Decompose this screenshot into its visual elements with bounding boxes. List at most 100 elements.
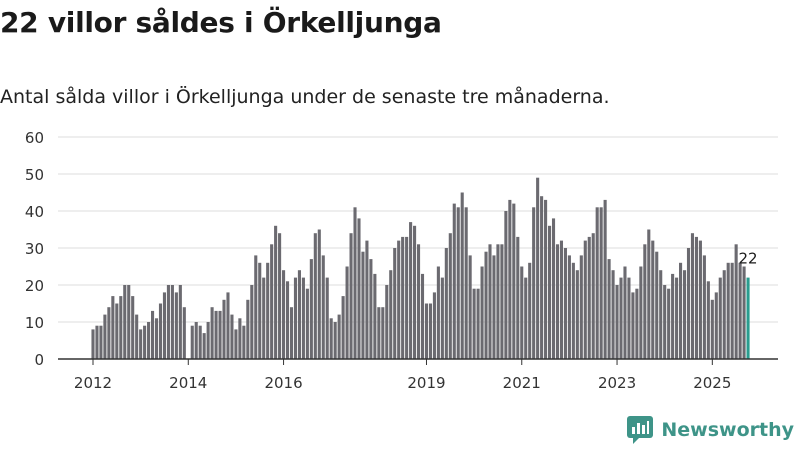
bar — [162, 292, 167, 359]
y-tick-label: 50 — [25, 166, 44, 184]
bar — [488, 244, 492, 359]
bar — [246, 299, 250, 359]
bar — [285, 281, 290, 359]
bar — [178, 285, 182, 359]
bar — [734, 244, 738, 359]
bar — [718, 277, 722, 359]
bar — [603, 199, 607, 359]
bar — [409, 222, 413, 359]
y-tick-label: 60 — [25, 129, 44, 147]
bar — [210, 307, 214, 359]
bar — [464, 207, 468, 359]
bar — [345, 266, 349, 359]
bar — [714, 292, 718, 359]
bar — [119, 296, 123, 359]
bar — [357, 218, 361, 359]
bar — [706, 281, 710, 359]
bar — [563, 248, 567, 359]
x-tick-label: 2016 — [264, 374, 302, 390]
bar — [174, 292, 178, 359]
bar — [111, 296, 115, 359]
bar — [325, 277, 329, 359]
bar — [337, 314, 341, 359]
bar — [234, 329, 238, 359]
bar — [95, 325, 99, 359]
x-tick-label: 2014 — [169, 374, 207, 390]
newsworthy-logo-text: Newsworthy — [661, 419, 794, 441]
chart-title: 22 villor såldes i Örkelljunga — [0, 6, 442, 39]
bar — [99, 325, 103, 359]
bar — [432, 292, 436, 359]
bar — [492, 255, 496, 359]
bar — [516, 236, 520, 359]
bar — [448, 233, 452, 359]
newsworthy-logo-icon — [627, 416, 654, 444]
bar — [254, 255, 258, 359]
bar — [321, 255, 325, 359]
newsworthy-logo: Newsworthy — [627, 416, 794, 444]
bar — [682, 270, 687, 359]
bar — [238, 318, 242, 359]
bar — [333, 322, 337, 359]
bar — [297, 270, 301, 359]
x-tick-label: 2025 — [693, 374, 731, 390]
y-tick-label: 40 — [25, 203, 44, 221]
bar — [512, 203, 516, 359]
bar — [702, 255, 706, 359]
bar — [496, 244, 500, 359]
bar — [214, 310, 218, 359]
bar — [309, 259, 313, 359]
bar — [341, 296, 345, 359]
bar — [115, 303, 119, 359]
bar — [393, 248, 397, 359]
bar — [571, 262, 575, 359]
bar — [540, 196, 544, 359]
bar — [313, 233, 317, 359]
bar — [413, 225, 417, 359]
bar — [143, 325, 147, 359]
bar — [710, 299, 714, 359]
bar — [544, 199, 548, 359]
y-tick-label: 0 — [34, 351, 44, 369]
bar — [218, 310, 222, 359]
bar — [655, 251, 659, 359]
bar — [627, 277, 631, 359]
bar — [659, 270, 663, 359]
bar — [293, 277, 298, 359]
bar — [440, 277, 444, 359]
y-tick-label: 20 — [25, 277, 44, 295]
bar — [147, 322, 151, 359]
bar — [694, 236, 698, 359]
bar — [139, 329, 143, 359]
bar — [555, 244, 560, 359]
bar — [301, 277, 305, 359]
bar — [730, 262, 734, 359]
chart-subtitle: Antal sålda villor i Örkelljunga under d… — [0, 86, 610, 108]
bar — [365, 240, 369, 359]
bar — [671, 273, 675, 359]
bar — [686, 248, 691, 359]
bar — [468, 255, 472, 359]
bar — [262, 277, 266, 359]
bar — [452, 203, 456, 359]
bar-chart: 0 10 20 30 40 50 60 2012 2014 2016 2019 2021 2023 202… — [25, 129, 778, 390]
bar — [270, 244, 274, 359]
bar — [460, 192, 464, 359]
bar — [420, 273, 425, 359]
bar — [170, 285, 174, 359]
bar — [663, 285, 667, 359]
bar — [643, 244, 647, 359]
bar — [619, 277, 623, 359]
bar — [131, 296, 135, 359]
x-tick-label: 2021 — [503, 374, 541, 390]
bar — [385, 285, 389, 359]
bar — [726, 262, 730, 359]
bar — [623, 266, 627, 359]
bar — [647, 229, 651, 359]
bar — [567, 255, 571, 359]
bar — [242, 325, 246, 359]
bar — [206, 322, 210, 359]
bar — [151, 310, 155, 359]
x-tick-label: 2019 — [407, 374, 445, 390]
bar — [135, 314, 139, 359]
